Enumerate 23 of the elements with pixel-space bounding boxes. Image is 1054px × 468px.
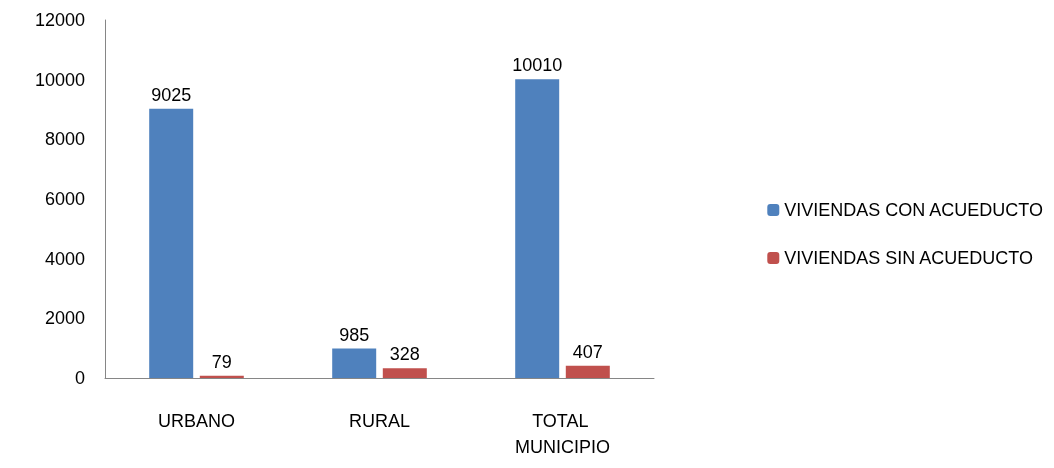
- y-tick-label: 2000: [44, 308, 85, 329]
- x-tick-label: RURAL: [348, 411, 411, 431]
- x-tick-label: URBANO: [157, 411, 236, 431]
- legend-label: VIVIENDAS CON ACUEDUCTO: [784, 200, 1044, 220]
- bar: [382, 368, 427, 378]
- y-tick-label: 0: [74, 368, 85, 388]
- y-tick-label: 12000: [34, 10, 85, 30]
- bar: [515, 79, 560, 378]
- data-label: 328: [389, 344, 420, 365]
- data-label: 407: [572, 341, 603, 362]
- bar: [332, 348, 377, 378]
- y-tick-label: 8000: [44, 129, 85, 150]
- y-tick-label: 6000: [44, 189, 85, 209]
- bar: [565, 365, 610, 378]
- x-tick-label: TOTAL MUNICIPIO: [514, 411, 611, 457]
- y-tick-label: 10000: [34, 69, 85, 90]
- data-label: 9025: [151, 84, 192, 105]
- y-tick-label: 4000: [44, 248, 85, 269]
- data-label: 79: [211, 351, 232, 372]
- data-label: 985: [339, 324, 370, 345]
- data-label: 10010: [512, 55, 563, 76]
- bar: [149, 108, 194, 378]
- legend-label: VIVIENDAS SIN ACUEDUCTO: [784, 248, 1034, 268]
